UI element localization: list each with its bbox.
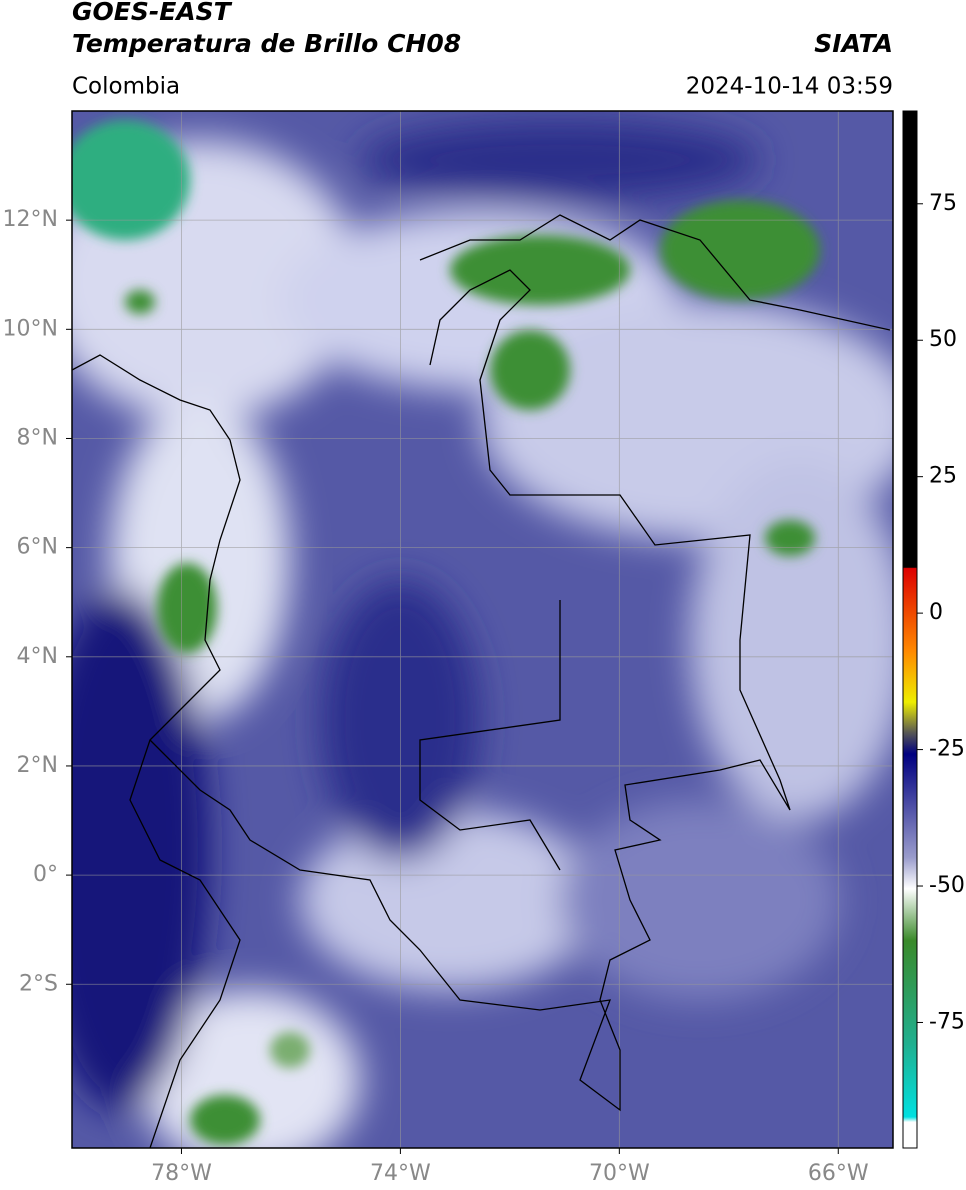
- y-tick-label: 6°N: [17, 535, 58, 560]
- venezuela-coast: [419, 214, 891, 331]
- y-tick-label: 12°N: [3, 207, 58, 232]
- internal-borders: [419, 600, 561, 871]
- source: SIATA: [814, 29, 893, 58]
- colorbar-tick-label: -50: [929, 873, 965, 898]
- region: Colombia: [72, 74, 180, 100]
- x-tick-label: 78°W: [151, 1161, 212, 1186]
- y-tick-label: 0°: [33, 862, 58, 887]
- colorbar: [902, 110, 918, 1149]
- map-frame: [71, 110, 894, 1149]
- satellite-image: [72, 111, 893, 1148]
- colorbar-tick-label: 75: [929, 191, 957, 216]
- x-tick-label: 66°W: [808, 1161, 869, 1186]
- y-tick-label: 2°S: [19, 971, 58, 996]
- colorbar-tick-label: -25: [929, 737, 965, 762]
- datetime: 2024-10-14 03:59: [686, 74, 893, 100]
- x-tick-label: 70°W: [589, 1161, 650, 1186]
- y-tick-label: 10°N: [3, 316, 58, 341]
- y-tick-label: 8°N: [17, 425, 58, 450]
- colorbar-tick-label: 25: [929, 464, 957, 489]
- colombia-border: [149, 269, 791, 1112]
- coastline: [72, 354, 241, 1148]
- subtitle: Temperatura de Brillo CH08: [72, 29, 461, 58]
- y-tick-label: 2°N: [17, 753, 58, 778]
- title: GOES-EAST: [72, 0, 233, 26]
- y-tick-label: 4°N: [17, 644, 58, 669]
- colorbar-tick-label: -75: [929, 1009, 965, 1034]
- x-tick-label: 74°W: [370, 1161, 431, 1186]
- colorbar-tick-label: 50: [929, 327, 957, 352]
- colorbar-tick-label: 0: [929, 600, 943, 625]
